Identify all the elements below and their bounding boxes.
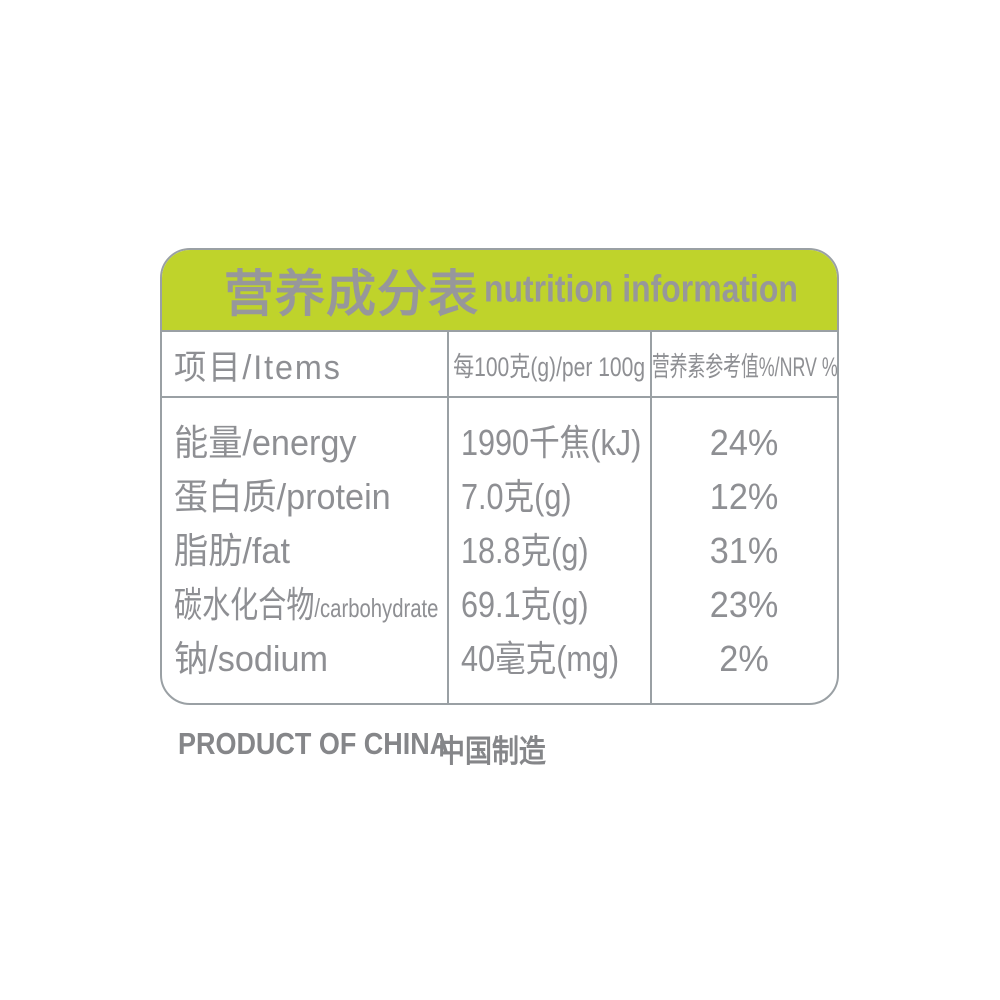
row-nrv: 31% bbox=[710, 530, 779, 571]
row-amount: 69.1克(g) bbox=[461, 584, 589, 625]
origin-statement: PRODUCT OF CHINA 中国制造 bbox=[178, 726, 628, 769]
row-amount: 1990千焦(kJ) bbox=[461, 422, 642, 463]
origin-english: PRODUCT OF CHINA bbox=[178, 726, 450, 761]
row-item-name: 蛋白质/protein bbox=[174, 476, 391, 517]
title-chinese: 营养成分表 bbox=[224, 266, 479, 322]
nutrition-label: 营养成分表 nutrition information 项目/Items 每10… bbox=[160, 248, 839, 705]
amounts-column: 1990千焦(kJ) 7.0克(g) 18.8克(g) 69.1克(g) 40毫… bbox=[449, 398, 652, 703]
row-amount: 7.0克(g) bbox=[461, 476, 572, 517]
column-header-per-100g: 每100克(g)/per 100g bbox=[449, 332, 652, 398]
nutrition-table: 项目/Items 每100克(g)/per 100g 营养素参考值%/NRV %… bbox=[162, 332, 837, 703]
title-english: nutrition information bbox=[484, 268, 798, 311]
row-nrv: 12% bbox=[710, 476, 779, 517]
row-item-name: 能量/energy bbox=[174, 422, 357, 463]
row-item-name: 碳水化合物/carbohydrate bbox=[174, 584, 439, 625]
title-band: 营养成分表 nutrition information bbox=[162, 250, 837, 332]
row-item-name: 脂肪/fat bbox=[174, 530, 290, 571]
row-nrv: 23% bbox=[710, 584, 779, 625]
row-item-name: 钠/sodium bbox=[174, 638, 328, 679]
items-column: 能量/energy 蛋白质/protein 脂肪/fat 碳水化合物/carbo… bbox=[162, 398, 449, 703]
row-amount: 18.8克(g) bbox=[461, 530, 589, 571]
row-nrv: 2% bbox=[719, 638, 770, 679]
column-header-nrv: 营养素参考值%/NRV % bbox=[652, 332, 837, 398]
row-nrv: 24% bbox=[710, 422, 779, 463]
column-header-items: 项目/Items bbox=[162, 332, 449, 398]
row-amount: 40毫克(mg) bbox=[461, 638, 620, 679]
nrv-column: 24% 12% 31% 23% 2% bbox=[652, 398, 837, 703]
origin-chinese: 中国制造 bbox=[438, 734, 546, 769]
